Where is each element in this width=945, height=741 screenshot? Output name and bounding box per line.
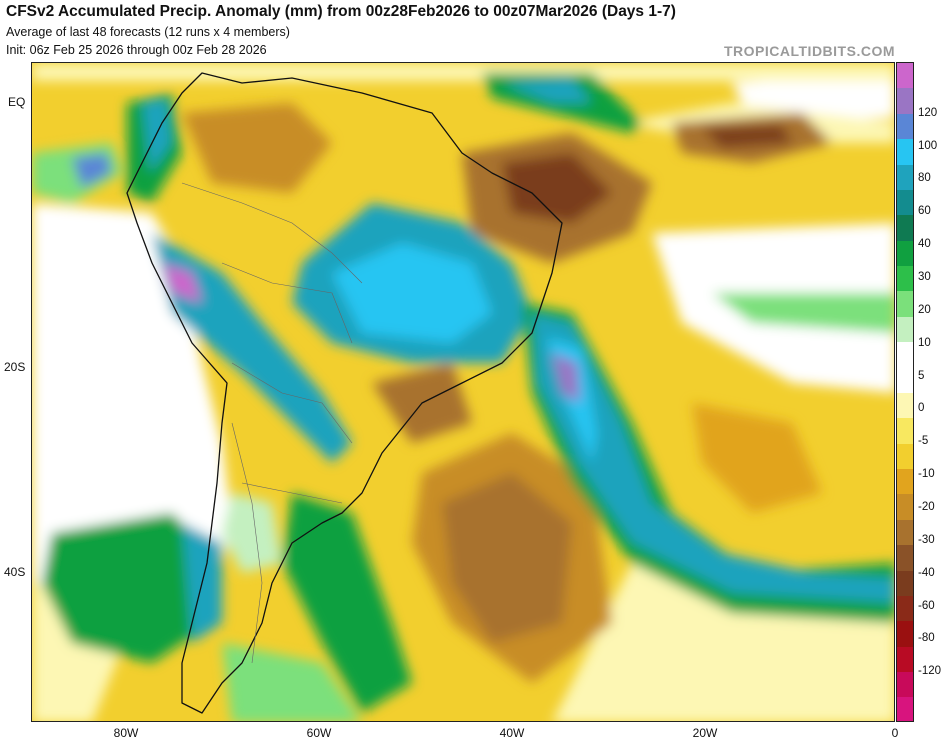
colorbar-label: 5 — [918, 369, 925, 382]
map-subtitle-ensemble: Average of last 48 forecasts (12 runs x … — [6, 25, 290, 39]
colorbar-segment — [897, 469, 913, 495]
colorbar-segment — [897, 519, 913, 546]
colorbar-segment — [897, 595, 913, 622]
colorbar-segment — [897, 646, 913, 672]
colorbar-segment — [897, 697, 913, 721]
colorbar-segment — [897, 672, 913, 698]
colorbar-segment — [897, 139, 913, 165]
precip-anomaly-map — [31, 62, 895, 722]
colorbar-label: -5 — [918, 435, 929, 448]
colorbar-segment — [897, 570, 913, 596]
colorbar-label: 10 — [918, 336, 931, 349]
country-borders — [181, 182, 363, 664]
colorbar-label: 100 — [918, 139, 938, 152]
lat-label-40s: 40S — [4, 565, 26, 579]
colorbar-label: -40 — [918, 566, 935, 579]
colorbar-segment — [897, 240, 913, 266]
map-subtitle-init: Init: 06z Feb 25 2026 through 00z Feb 28… — [6, 43, 267, 57]
colorbar-label: 30 — [918, 271, 931, 284]
colorbar-segment — [897, 164, 913, 190]
lon-label-80w: 80W — [113, 726, 139, 740]
lon-label-0: 0 — [891, 726, 899, 740]
colorbar-label: -10 — [918, 468, 935, 481]
colorbar-segment — [897, 291, 913, 317]
lon-label-40w: 40W — [499, 726, 525, 740]
colorbar-segment — [897, 215, 913, 241]
colorbar-segment — [897, 342, 913, 368]
colorbar-segment — [897, 266, 913, 292]
colorbar-segment — [897, 88, 913, 114]
colorbar-segment — [897, 392, 913, 419]
colorbar-label: -60 — [918, 599, 935, 612]
colorbar — [896, 62, 914, 722]
colorbar-label: -20 — [918, 500, 935, 513]
colorbar-segment — [897, 367, 913, 393]
colorbar-segment — [897, 316, 913, 343]
colorbar-label: -120 — [918, 665, 942, 678]
colorbar-label: 120 — [918, 106, 938, 119]
colorbar-segment — [897, 545, 913, 571]
colorbar-label: 60 — [918, 205, 931, 218]
colorbar-label: -30 — [918, 533, 935, 546]
colorbar-label: 40 — [918, 238, 931, 251]
lon-label-60w: 60W — [306, 726, 332, 740]
colorbar-label: -80 — [918, 632, 935, 645]
colorbar-segment — [897, 189, 913, 216]
colorbar-label: 20 — [918, 303, 931, 316]
colorbar-label: 0 — [918, 402, 925, 415]
lat-label-eq: EQ — [8, 95, 26, 109]
colorbar-segment — [897, 418, 913, 444]
colorbar-segment — [897, 621, 913, 647]
colorbar-segment — [897, 494, 913, 520]
map-title: CFSv2 Accumulated Precip. Anomaly (mm) f… — [6, 3, 676, 20]
colorbar-segment — [897, 443, 913, 469]
colorbar-label: 80 — [918, 172, 931, 185]
lon-label-20w: 20W — [692, 726, 718, 740]
colorbar-segment — [897, 113, 913, 140]
credit-watermark: TROPICALTIDBITS.COM — [723, 43, 895, 59]
coastline — [126, 72, 563, 714]
colorbar-segment — [897, 63, 913, 89]
lat-label-20s: 20S — [4, 360, 26, 374]
